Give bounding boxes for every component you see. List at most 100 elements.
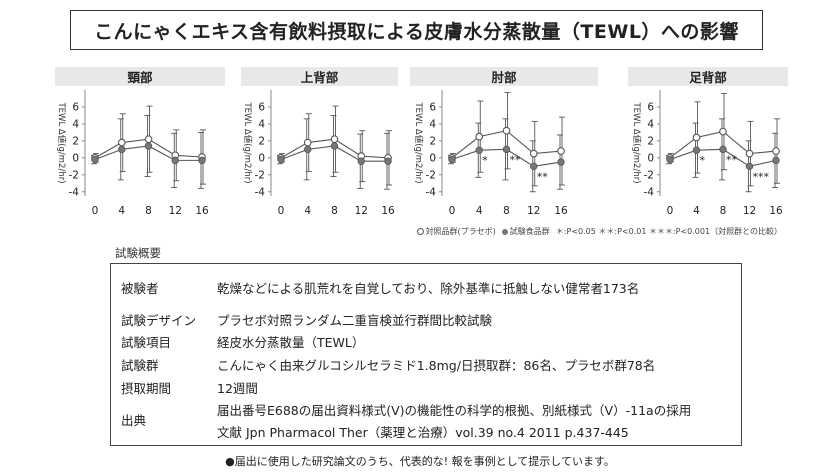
y-tick-label: -2 <box>69 169 79 181</box>
y-tick-label: 4 <box>429 118 436 130</box>
y-tick-label: 4 <box>72 118 79 130</box>
filled-circle-icon <box>501 228 508 235</box>
significance-mark: ** <box>510 153 522 166</box>
data-point-filled <box>502 145 511 154</box>
chart-legend: 対照品群(プラセボ) 試験食品群 ＊:P<0.05 ＊＊:P<0.01 ＊＊＊:P<… <box>416 226 782 237</box>
data-point-filled <box>198 156 206 165</box>
footnote: ●届出に使用した研究論文のうち、代表的な! 報を事例として提示しています。 <box>225 455 615 468</box>
summary-value: こんにゃく由来グルコシルセラミド1.8mg/日摂取群：86名、プラセボ群78名 <box>217 358 656 373</box>
y-tick-label: 4 <box>258 118 265 130</box>
data-point-open <box>475 132 484 141</box>
significance-mark: * <box>700 154 706 167</box>
overview-label: 試験概要 <box>115 246 161 260</box>
data-point-open <box>330 135 339 144</box>
y-tick-label: -4 <box>69 186 80 198</box>
y-tick-label: -2 <box>644 169 654 181</box>
open-circle-icon <box>416 228 424 235</box>
data-point-filled <box>304 145 312 154</box>
data-point-filled <box>144 142 153 150</box>
significance-mark: ** <box>726 153 738 166</box>
x-tick-label: 4 <box>118 205 125 217</box>
y-tick-label: 6 <box>647 101 654 113</box>
summary-key: 摂取期間 <box>121 381 172 396</box>
data-point-open <box>745 149 754 158</box>
data-point-filled <box>171 156 179 165</box>
y-tick-label: 4 <box>647 118 654 130</box>
x-tick-label: 16 <box>554 205 568 217</box>
y-tick-label: 6 <box>258 101 265 113</box>
significance-mark: ** <box>537 170 549 183</box>
x-tick-label: 12 <box>743 205 756 217</box>
legend-test-label: 試験食品群 <box>509 227 550 236</box>
y-tick-label: 2 <box>258 135 265 147</box>
data-point-filled <box>745 162 754 171</box>
legend-control-label: 対照品群(プラセボ) <box>425 227 496 236</box>
x-tick-label: 0 <box>667 205 674 217</box>
data-point-open <box>692 133 701 142</box>
data-point-open <box>144 135 153 144</box>
summary-key: 試験項目 <box>121 335 172 350</box>
data-point-filled <box>118 145 126 154</box>
y-axis-title: TEWL Δ値(g/m2/hr) <box>413 101 424 183</box>
x-tick-label: 16 <box>381 205 395 217</box>
data-point-open <box>557 147 565 155</box>
data-point-open <box>303 138 312 147</box>
x-tick-label: 12 <box>169 205 182 217</box>
x-tick-label: 12 <box>355 205 368 217</box>
data-point-filled <box>277 155 285 164</box>
data-point-filled <box>448 155 456 164</box>
summary-table: 被験者 乾燥などによる肌荒れを自覚しており、除外基準に抵触しない健常者173名 … <box>110 263 742 446</box>
data-point-open <box>502 126 511 135</box>
y-tick-label: 6 <box>429 101 436 113</box>
data-point-filled <box>692 146 701 154</box>
summary-value: 届出番号E688の届出資料様式(Ⅴ)の機能性の科学的根拠、別紙様式（Ⅴ）-11a… <box>217 403 692 418</box>
x-tick-label: 4 <box>693 205 700 217</box>
data-point-filled <box>475 146 483 154</box>
data-point-open <box>117 138 126 147</box>
y-tick-label: 2 <box>72 135 79 147</box>
y-tick-label: 0 <box>258 152 265 164</box>
x-tick-label: 16 <box>769 205 783 217</box>
data-point-open <box>772 147 780 155</box>
y-tick-label: 6 <box>72 101 79 113</box>
x-tick-label: 4 <box>476 205 483 217</box>
x-tick-label: 0 <box>278 205 285 217</box>
y-axis-title: TEWL Δ値(g/m2/hr) <box>56 101 67 183</box>
x-tick-label: 8 <box>331 205 338 217</box>
x-tick-label: 16 <box>195 205 209 217</box>
summary-key: 試験デザイン <box>121 313 197 328</box>
x-tick-label: 12 <box>527 205 540 217</box>
y-tick-label: -2 <box>426 169 436 181</box>
x-tick-label: 8 <box>503 205 510 217</box>
x-tick-label: 0 <box>92 205 99 217</box>
summary-value: 12週間 <box>217 381 258 396</box>
panel-title: 頸部 <box>55 67 225 86</box>
page-title: こんにゃくエキス含有飲料摂取による皮膚水分蒸散量（TEWL）への影響 <box>70 10 763 50</box>
data-point-filled <box>530 162 538 171</box>
y-tick-label: 0 <box>72 152 79 164</box>
summary-value-line2: 文献 Jpn Pharmacol Ther（薬理と治療）vol.39 no.4 … <box>217 425 629 440</box>
panel-title: 上背部 <box>241 67 398 86</box>
data-point-filled <box>357 157 365 165</box>
summary-value: 経皮水分蒸散量（TEWL） <box>217 335 365 350</box>
summary-key: 試験群 <box>121 358 159 373</box>
x-tick-label: 8 <box>145 205 152 217</box>
y-tick-label: 0 <box>429 152 436 164</box>
significance-mark: * <box>482 154 488 167</box>
significance-mark: *** <box>753 170 770 183</box>
legend-significance: ＊:P<0.05 ＊＊:P<0.01 ＊＊＊:P<0.001（対照群との比較） <box>555 227 782 236</box>
data-point-filled <box>384 157 392 165</box>
data-point-filled <box>330 142 339 150</box>
data-point-filled <box>772 156 780 165</box>
data-point-filled <box>557 158 565 166</box>
y-tick-label: 2 <box>647 135 654 147</box>
data-point-open <box>719 127 727 136</box>
summary-key: 出典 <box>121 413 147 428</box>
data-point-filled <box>91 155 99 164</box>
panel-title: 肘部 <box>410 67 598 86</box>
y-tick-label: -4 <box>426 186 437 198</box>
y-axis-title: TEWL Δ値(g/m2/hr) <box>242 101 253 183</box>
y-tick-label: 2 <box>429 135 436 147</box>
x-tick-label: 8 <box>720 205 727 217</box>
